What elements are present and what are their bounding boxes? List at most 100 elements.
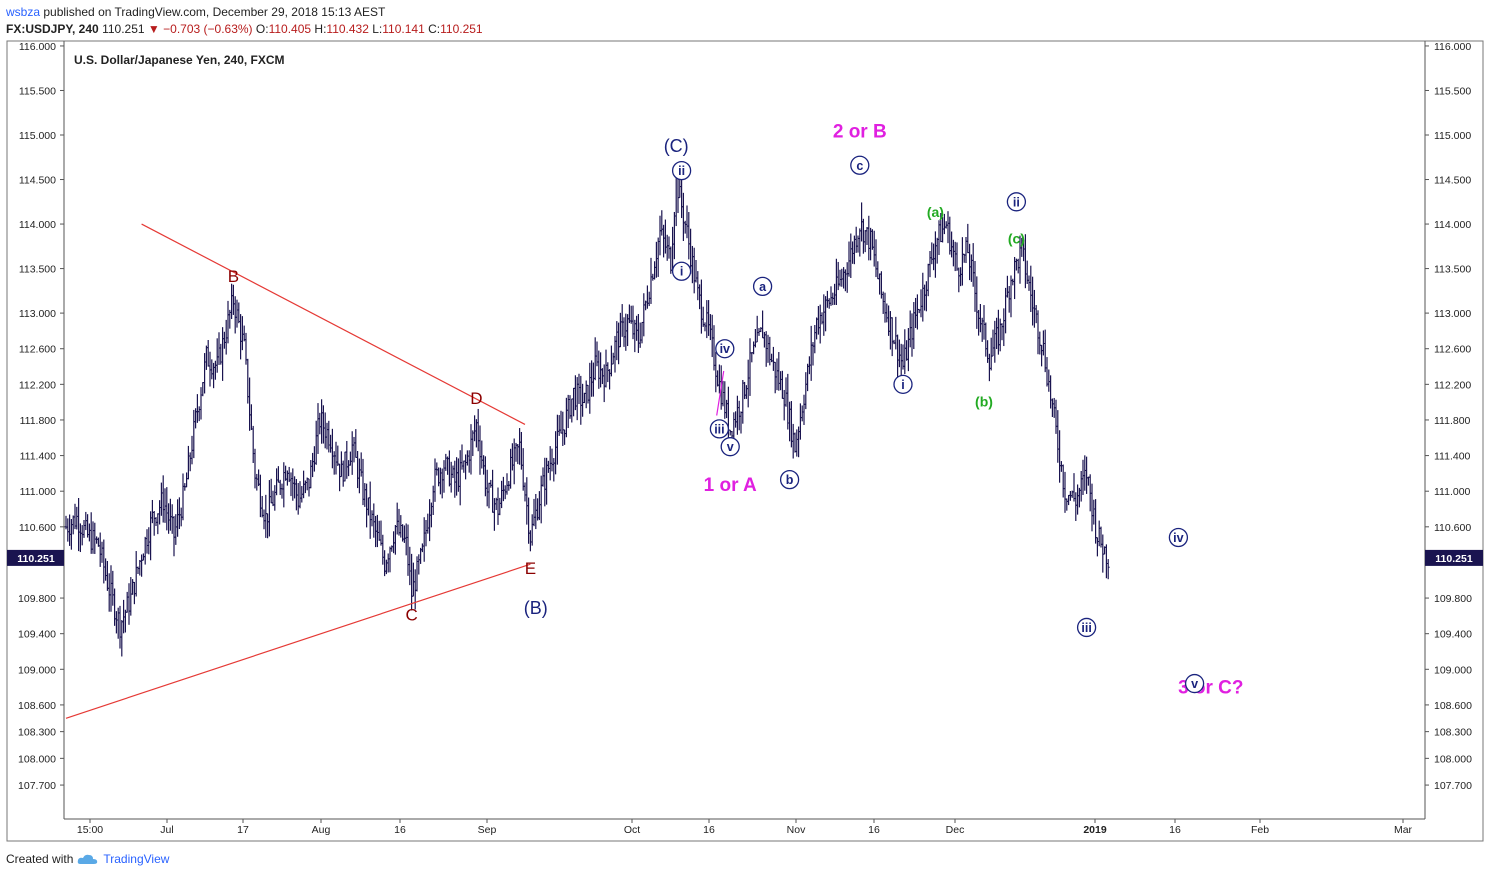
ohlc-bar xyxy=(1106,559,1110,580)
x-tick-label: 16 xyxy=(1169,824,1181,836)
y-tick-label-right: 114.000 xyxy=(1434,219,1471,231)
x-tick-label: Mar xyxy=(1394,824,1413,836)
y-tick-label-right: 115.000 xyxy=(1434,130,1471,142)
close-value: 110.251 xyxy=(440,22,483,36)
y-tick-label-left: 113.500 xyxy=(19,264,56,276)
wave-circle xyxy=(752,276,773,297)
y-tick-label-right: 109.800 xyxy=(1434,593,1472,605)
x-tick-label: Jul xyxy=(160,824,173,836)
wave-circle xyxy=(1168,527,1189,548)
wave-label: 1 or A xyxy=(704,475,757,496)
circled-wave-label: iv xyxy=(715,339,735,359)
tradingview-cloud-icon xyxy=(78,854,98,864)
wave-label: C xyxy=(405,605,417,624)
y-tick-label-left: 107.700 xyxy=(18,780,56,792)
circled-wave-label: c xyxy=(850,155,870,175)
current-price-tag-left xyxy=(7,549,64,566)
y-tick-label-right: 108.300 xyxy=(1434,727,1472,739)
high-value: 110.432 xyxy=(326,22,369,36)
price-bars xyxy=(64,165,1110,657)
plot-area[interactable] xyxy=(6,40,1484,842)
low-value: 110.141 xyxy=(382,22,425,36)
footer: Created with TradingView xyxy=(6,852,169,866)
y-tick-label-left: 112.600 xyxy=(19,344,56,356)
x-tick-label: Aug xyxy=(312,824,331,836)
circled-wave-text: iii xyxy=(1081,621,1091,635)
y-tick-label-right: 113.000 xyxy=(1434,308,1471,320)
circled-wave-text: b xyxy=(786,473,794,487)
y-tick-label-right: 113.500 xyxy=(1434,264,1471,276)
symbol-label: FX:USDJPY, 240 xyxy=(6,22,99,36)
wave-label: (a) xyxy=(927,204,944,220)
y-tick-label-left: 111.400 xyxy=(20,451,57,463)
wave-label: B xyxy=(228,267,239,286)
wave-circle xyxy=(671,160,692,181)
wave-circle xyxy=(709,419,730,439)
y-tick-label-left: 111.800 xyxy=(20,415,57,427)
y-tick-label-right: 111.400 xyxy=(1434,451,1471,463)
wave-label: (B) xyxy=(524,598,548,618)
x-tick-label: 17 xyxy=(237,824,249,836)
circled-wave-label: ii xyxy=(1006,192,1027,212)
y-tick-label-left: 108.000 xyxy=(18,753,56,765)
circled-wave-text: i xyxy=(901,378,904,392)
trendlines xyxy=(65,223,725,719)
y-tick-label-right: 109.000 xyxy=(1434,664,1472,676)
wave-circle xyxy=(893,374,913,394)
x-tick-label: Oct xyxy=(624,824,640,836)
circled-wave-label: iv xyxy=(1168,527,1189,548)
high-label: H: xyxy=(314,22,327,36)
tradingview-link[interactable]: TradingView xyxy=(103,852,170,866)
wave-circle xyxy=(1006,192,1027,212)
x-tick-label: 16 xyxy=(868,824,880,836)
last-price: 110.251 xyxy=(102,22,145,36)
price-change: −0.703 (−0.63%) xyxy=(163,22,253,36)
x-tick-label: Nov xyxy=(787,824,806,836)
x-axis: 15:00 Jul 17 Aug 16 Sep Oct 16 Nov 16 Dec 2019 16 Feb… xyxy=(77,819,1413,836)
x-tick-label: Dec xyxy=(946,824,965,836)
y-tick-label-left: 115.000 xyxy=(19,130,56,142)
current-price-label-right: 110.251 xyxy=(1435,553,1473,565)
circled-wave-label: iii xyxy=(709,419,730,439)
wave-circle xyxy=(720,437,740,457)
y-tick-label-left: 108.600 xyxy=(18,700,56,712)
wave-circle xyxy=(671,261,692,281)
y-tick-label-right: 109.400 xyxy=(1434,629,1472,641)
circled-wave-text: iv xyxy=(1173,531,1183,545)
circled-wave-label: ii xyxy=(671,160,692,181)
triangle-trendline xyxy=(141,223,526,425)
wave-label: D xyxy=(470,389,482,408)
y-tick-label-left: 114.500 xyxy=(19,175,56,187)
y-tick-label-right: 108.600 xyxy=(1434,700,1472,712)
wave-label: (C) xyxy=(664,136,689,156)
created-with-text: Created with xyxy=(6,852,74,866)
y-tick-label-right: 108.000 xyxy=(1434,753,1472,765)
y-tick-label-left: 110.600 xyxy=(19,522,56,534)
y-tick-label-right: 114.500 xyxy=(1434,175,1471,187)
current-price-tags: 110.251 110.251 xyxy=(7,549,1483,566)
y-tick-label-right: 115.500 xyxy=(1434,85,1471,97)
triangle-trendline xyxy=(65,563,531,719)
circled-wave-text: v xyxy=(727,440,734,454)
y-axes: 116.000 116.000 115.500 115.500 115.000 115.0… xyxy=(18,41,1472,792)
current-price-tag-right xyxy=(1425,549,1483,566)
circled-wave-label: iii xyxy=(1076,617,1097,638)
x-tick-label: 16 xyxy=(703,824,715,836)
wave-circle xyxy=(779,469,800,490)
wave-connector-line xyxy=(716,370,725,416)
circled-wave-text: iii xyxy=(714,422,724,436)
circled-wave-label: a xyxy=(752,276,773,297)
wave-circle xyxy=(715,339,735,359)
wave-label: E xyxy=(525,559,536,578)
y-tick-label-left: 109.400 xyxy=(18,629,56,641)
y-tick-label-right: 111.000 xyxy=(1434,486,1471,498)
x-tick-label: 16 xyxy=(394,824,406,836)
circled-wave-text: ii xyxy=(678,164,685,178)
y-tick-label-left: 113.000 xyxy=(19,308,56,320)
publisher-name[interactable]: wsbza xyxy=(6,5,41,19)
circled-wave-label: i xyxy=(893,374,913,394)
circled-wave-text: ii xyxy=(1013,195,1020,209)
circled-wave-text: a xyxy=(759,280,767,294)
